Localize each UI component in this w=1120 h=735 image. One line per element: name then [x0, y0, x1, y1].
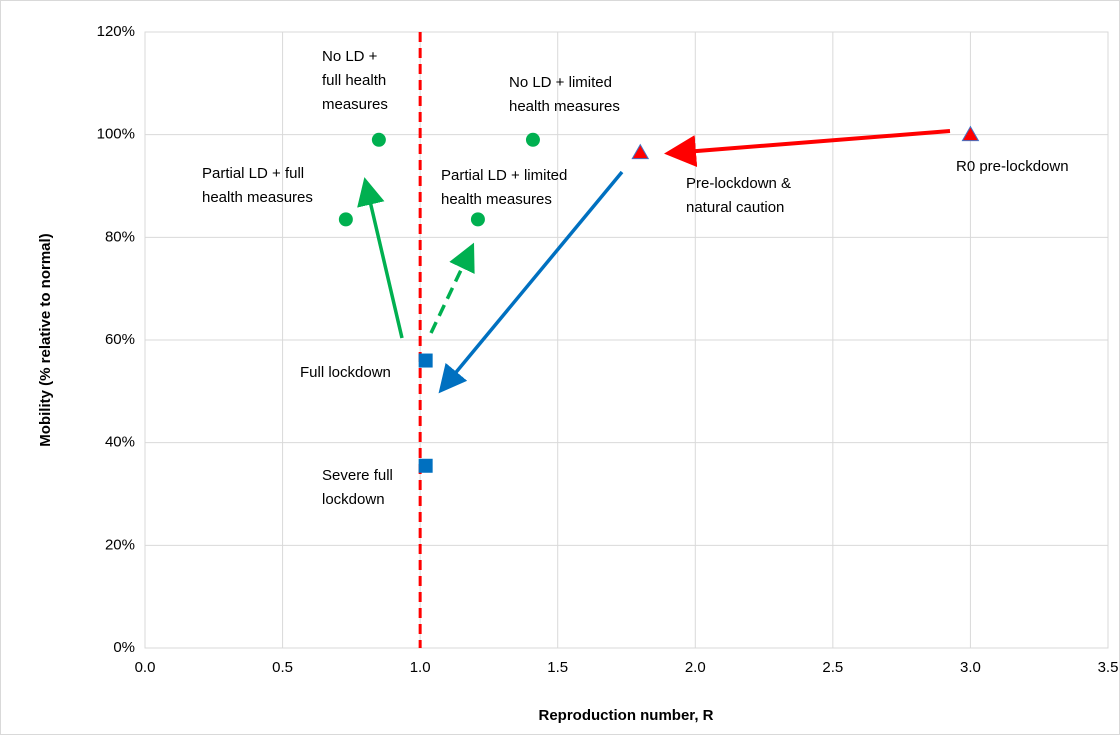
point	[470, 212, 485, 227]
annotation: Severe full	[322, 467, 393, 484]
point	[418, 458, 433, 473]
point	[338, 212, 353, 227]
y-tick-label: 80%	[105, 228, 135, 245]
annotation: health measures	[509, 98, 620, 115]
x-tick-label: 2.0	[685, 659, 706, 676]
y-tick-label: 40%	[105, 434, 135, 451]
x-tick-label: 2.5	[822, 659, 843, 676]
annotation: health measures	[441, 191, 552, 208]
annotation: Pre-lockdown &	[686, 175, 791, 192]
annotation: Partial LD + limited	[441, 167, 567, 184]
x-tick-label: 3.5	[1098, 659, 1119, 676]
annotation: natural caution	[686, 199, 784, 216]
y-tick-label: 120%	[97, 23, 135, 40]
point	[371, 132, 386, 147]
annotation: Full lockdown	[300, 364, 391, 381]
y-tick-label: 20%	[105, 536, 135, 553]
y-tick-label: 0%	[113, 639, 135, 656]
point	[631, 143, 650, 160]
annotation: health measures	[202, 189, 313, 206]
arrow	[664, 129, 951, 168]
x-tick-label: 3.0	[960, 659, 981, 676]
point	[961, 125, 980, 142]
x-tick-label: 1.0	[410, 659, 431, 676]
y-axis-title: Mobility (% relative to normal)	[37, 233, 54, 446]
x-tick-label: 0.0	[135, 659, 156, 676]
x-axis-title: Reproduction number, R	[538, 707, 713, 724]
arrow	[438, 170, 624, 394]
annotation: Partial LD + full	[202, 165, 304, 182]
x-tick-label: 0.5	[272, 659, 293, 676]
annotation: R0 pre-lockdown	[956, 158, 1069, 175]
y-tick-label: 100%	[97, 126, 135, 143]
point	[525, 132, 540, 147]
plot-area	[144, 31, 1109, 649]
annotation: lockdown	[322, 491, 385, 508]
point	[418, 353, 433, 368]
annotation: No LD + limited	[509, 74, 612, 91]
annotation: measures	[322, 96, 388, 113]
arrow	[429, 242, 475, 334]
annotation: full health	[322, 72, 386, 89]
y-tick-label: 60%	[105, 331, 135, 348]
x-tick-label: 1.5	[547, 659, 568, 676]
arrow	[357, 177, 404, 339]
annotation: No LD +	[322, 48, 378, 65]
